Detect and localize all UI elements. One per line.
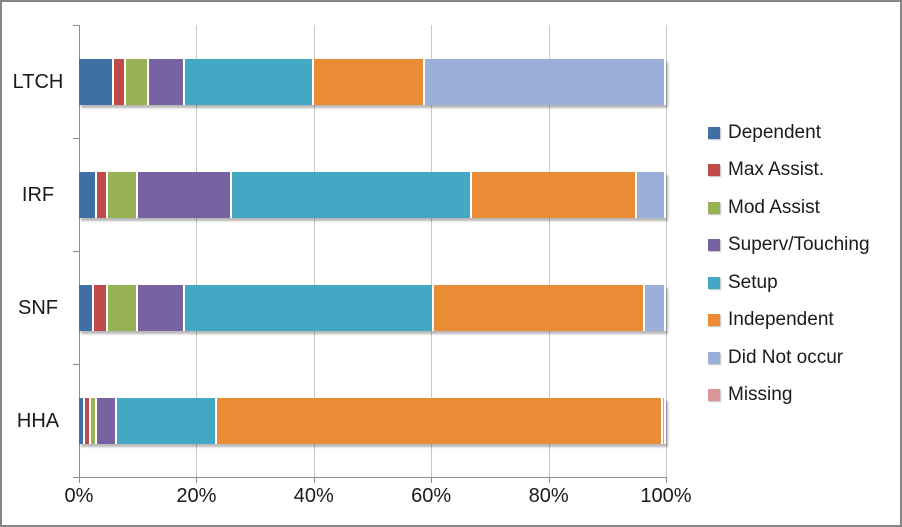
legend-label: Dependent: [728, 121, 821, 143]
x-tick-label-80: 80%: [528, 485, 569, 507]
bar-segment-dependent: [79, 172, 97, 218]
bar-segment-setup: [117, 398, 217, 444]
x-tick-100: [666, 477, 667, 483]
gridline-100: [666, 25, 667, 477]
bar-segment-did-not-occur: [636, 172, 666, 218]
x-tick-label-40: 40%: [293, 485, 334, 507]
y-tick-1: [73, 138, 79, 139]
y-axis-line: [79, 25, 80, 477]
category-label-snf: SNF: [18, 297, 58, 319]
legend-marker-icon: [708, 164, 720, 177]
bar-segment-mod-assist: [125, 59, 150, 105]
bar-segment-setup: [184, 285, 435, 331]
legend-item-missing: Missing: [708, 377, 870, 415]
x-tick-0: [79, 477, 80, 483]
legend-marker-icon: [708, 201, 720, 214]
gridline-40: [313, 25, 315, 477]
bar-segment-mod-assist: [108, 285, 138, 331]
x-tick-20: [196, 477, 198, 483]
legend-item-mod-assist: Mod Assist: [708, 189, 870, 227]
legend-label: Missing: [728, 384, 793, 406]
y-tick-3: [73, 364, 79, 365]
x-tick-40: [313, 477, 315, 483]
bar-segment-dependent: [79, 398, 85, 444]
bar-segment-independent: [434, 285, 646, 331]
y-tick-2: [73, 251, 79, 252]
bar-segment-setup: [184, 59, 314, 105]
bar-segment-mod-assist: [108, 172, 138, 218]
category-label-hha: HHA: [16, 410, 60, 432]
x-tick-label-100: 100%: [640, 485, 692, 507]
bar-segment-dependent: [79, 59, 115, 105]
bar-segment-max-assist-: [114, 59, 126, 105]
bar-segment-independent: [472, 172, 637, 218]
legend-label: Superv/Touching: [728, 234, 870, 256]
legend-label: Mod Assist: [728, 196, 820, 218]
bar-hha: [79, 398, 666, 444]
legend-label: Independent: [728, 309, 834, 331]
gridline-60: [431, 25, 433, 477]
bar-segment-mod-assist: [90, 398, 97, 444]
bar-segment-superv-touching: [137, 285, 185, 331]
bar-segment-superv-touching: [149, 59, 185, 105]
bar-segment-max-assist-: [93, 285, 109, 331]
bar-segment-max-assist-: [96, 172, 109, 218]
x-tick-label-60: 60%: [411, 485, 452, 507]
y-tick-4: [73, 477, 79, 478]
category-label-irf: IRF: [21, 184, 55, 206]
bar-segment-did-not-occur: [663, 398, 666, 444]
bar-snf: [79, 285, 666, 331]
bar-segment-setup: [231, 172, 473, 218]
bar-segment-dependent: [79, 285, 94, 331]
legend: Dependent Max Assist. Mod Assist Superv/Tou…: [708, 114, 870, 414]
legend-item-setup: Setup: [708, 264, 870, 302]
legend-marker-icon: [708, 276, 720, 289]
category-label-ltch: LTCH: [12, 71, 64, 93]
legend-label: Setup: [728, 271, 778, 293]
legend-label: Max Assist.: [728, 159, 825, 181]
legend-item-dependent: Dependent: [708, 114, 870, 152]
bar-segment-independent: [313, 59, 426, 105]
bar-irf: [79, 172, 666, 218]
legend-marker-icon: [708, 389, 720, 402]
x-tick-60: [431, 477, 433, 483]
bar-ltch: [79, 59, 666, 105]
legend-marker-icon: [708, 351, 720, 364]
gridline-20: [196, 25, 198, 477]
x-tick-label-20: 20%: [176, 485, 217, 507]
x-tick-label-0: 0%: [64, 485, 94, 507]
gridline-80: [548, 25, 550, 477]
legend-item-superv-touching: Superv/Touching: [708, 227, 870, 265]
x-tick-80: [548, 477, 550, 483]
bar-segment-superv-touching: [96, 398, 118, 444]
legend-item-independent: Independent: [708, 302, 870, 340]
legend-item-max-assist-: Max Assist.: [708, 152, 870, 190]
legend-marker-icon: [708, 126, 720, 139]
legend-marker-icon: [708, 239, 720, 252]
bar-segment-did-not-occur: [645, 285, 666, 331]
bar-segment-did-not-occur: [425, 59, 666, 105]
bar-segment-superv-touching: [137, 172, 232, 218]
legend-label: Did Not occur: [728, 346, 844, 368]
y-tick-0: [73, 25, 79, 26]
x-axis-line: [73, 477, 666, 478]
bar-segment-independent: [216, 398, 663, 444]
legend-marker-icon: [708, 314, 720, 327]
bar-segment-max-assist-: [84, 398, 91, 444]
legend-item-did-not-occur: Did Not occur: [708, 339, 870, 377]
